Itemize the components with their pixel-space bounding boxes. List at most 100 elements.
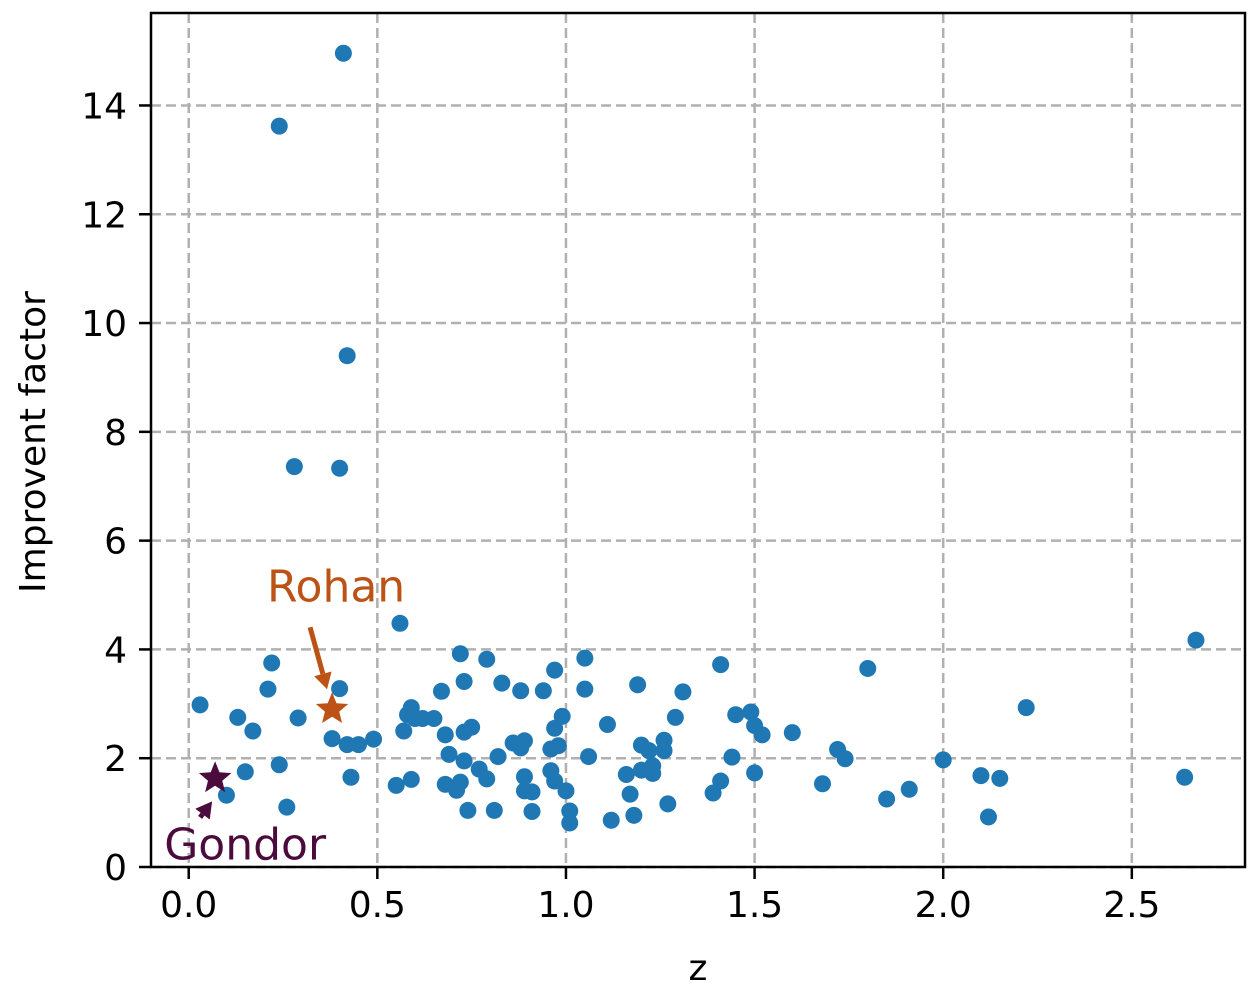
data-point [489,748,507,766]
data-point [515,732,533,750]
data-point [629,676,647,694]
y-tick-label: 2 [104,739,127,780]
x-tick-label: 1.5 [726,885,783,926]
data-point [391,614,409,632]
data-point [334,44,352,62]
annotations: Rohan Gondor [164,561,405,870]
y-tick-label: 4 [104,630,127,671]
x-tick-label: 1.0 [537,885,594,926]
data-points [191,44,1205,832]
x-axis-label: z [689,948,708,989]
data-point [602,811,620,829]
gondor-arrow-head [195,801,213,820]
data-point [342,768,360,786]
rohan-star-marker [315,692,349,723]
data-point [712,772,730,790]
y-tick-label: 8 [104,413,127,454]
data-point [783,724,801,742]
data-point [436,726,454,744]
data-point [561,802,579,820]
data-point [270,756,288,774]
data-point [640,742,658,760]
data-point [259,680,277,698]
data-point [625,806,643,824]
data-point [349,736,367,754]
data-point [451,645,469,663]
gondor-arrow-shaft [198,812,205,819]
data-point [1176,768,1194,786]
data-point [523,803,541,821]
data-point [365,730,383,748]
data-point [455,752,473,770]
data-point [878,790,896,808]
data-point [712,656,730,674]
data-point [836,750,854,768]
data-point [338,347,356,365]
data-point [723,748,741,766]
grid [151,13,1245,869]
y-tick-label: 12 [81,195,127,236]
data-point [553,707,571,725]
y-axis-label: Improvent factor [13,291,54,593]
data-point [580,748,598,766]
data-point [991,769,1009,787]
y-tick-label: 14 [81,86,127,127]
data-point [561,814,579,832]
x-tick-label: 2.5 [1103,885,1160,926]
data-point [331,459,349,477]
data-point [191,696,209,714]
data-point [440,745,458,763]
data-point [402,770,420,788]
data-point [753,726,771,744]
y-tick-label: 10 [81,304,127,345]
data-point [666,708,684,726]
data-point [859,659,877,677]
data-point [659,795,677,813]
data-point [432,682,450,700]
data-point [263,654,281,672]
rohan-arrow-head [314,671,332,690]
data-point [621,785,639,803]
y-tick-label: 6 [104,522,127,563]
data-point [979,808,997,826]
data-point [523,783,541,801]
data-point [323,730,341,748]
data-point [331,680,349,698]
data-point [270,117,288,135]
data-point [229,708,247,726]
data-point [512,682,530,700]
x-tick-label: 0.0 [160,885,217,926]
data-point [617,766,635,784]
data-point [900,780,918,798]
gondor-star-marker [199,761,232,793]
data-point [455,673,473,691]
data-point [546,661,564,679]
data-point [813,775,831,793]
data-point [493,674,511,692]
data-point [972,767,990,785]
data-point [576,680,594,698]
data-point [289,709,307,727]
data-point [557,782,575,800]
data-point [644,764,662,782]
data-point [217,786,235,804]
data-point [278,798,296,816]
gondor-label: Gondor [164,819,327,870]
data-point [515,768,533,786]
data-point [742,703,760,721]
data-point [425,710,443,728]
y-tick-label: 0 [104,848,127,889]
data-point [463,718,481,736]
rohan-arrow-shaft [307,626,326,675]
data-point [1017,699,1035,717]
data-point [236,763,254,781]
data-point [451,773,469,791]
data-point [655,742,673,760]
data-point [1187,631,1205,649]
data-point [478,650,496,668]
data-point [746,764,764,782]
data-point [727,706,745,724]
data-point [934,751,952,769]
data-point [478,770,496,788]
